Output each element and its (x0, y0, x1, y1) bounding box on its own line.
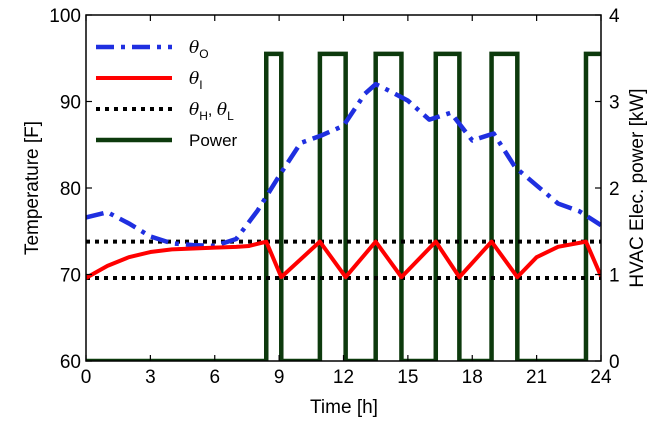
x-tick-label: 6 (209, 367, 220, 388)
legend-label-bounds: θH, θL (189, 100, 234, 123)
x-tick-label: 18 (462, 367, 483, 388)
series-theta-o (86, 81, 601, 249)
x-axis-title: Time [h] (310, 397, 378, 418)
y-tick-label-right: 3 (609, 93, 620, 114)
y-tick-label-right: 1 (609, 266, 620, 287)
legend: θO θI θH, θL Power (96, 38, 238, 150)
x-tick-label: 9 (274, 367, 285, 388)
series-theta-i (86, 239, 601, 280)
y-tick-label-left: 90 (60, 93, 81, 114)
y-tick-label-left: 60 (60, 352, 81, 373)
y-tick-label-right: 4 (609, 6, 620, 27)
x-tick-label: 0 (81, 367, 92, 388)
legend-label-theta-O: θO (189, 38, 209, 61)
x-tick-label: 12 (333, 367, 354, 388)
x-tick-label: 3 (145, 367, 156, 388)
y-tick-label-left: 70 (60, 266, 81, 287)
y-axis-title-right: HVAC Elec. power [kW] (627, 88, 648, 287)
x-tick-label: 21 (526, 367, 547, 388)
y-tick-label-left: 80 (60, 179, 81, 200)
x-tick-label: 15 (397, 367, 418, 388)
legend-label-power: Power (189, 131, 238, 150)
y-tick-label-right: 2 (609, 179, 620, 200)
x-tick-label: 24 (590, 367, 612, 388)
y-tick-label-left: 100 (49, 6, 81, 27)
y-tick-label-right: 0 (609, 352, 620, 373)
series-power (86, 51, 601, 361)
legend-label-theta-I: θI (189, 69, 203, 92)
y-axis-title-left: Temperature [F] (22, 121, 43, 255)
plot-layer (86, 51, 601, 361)
